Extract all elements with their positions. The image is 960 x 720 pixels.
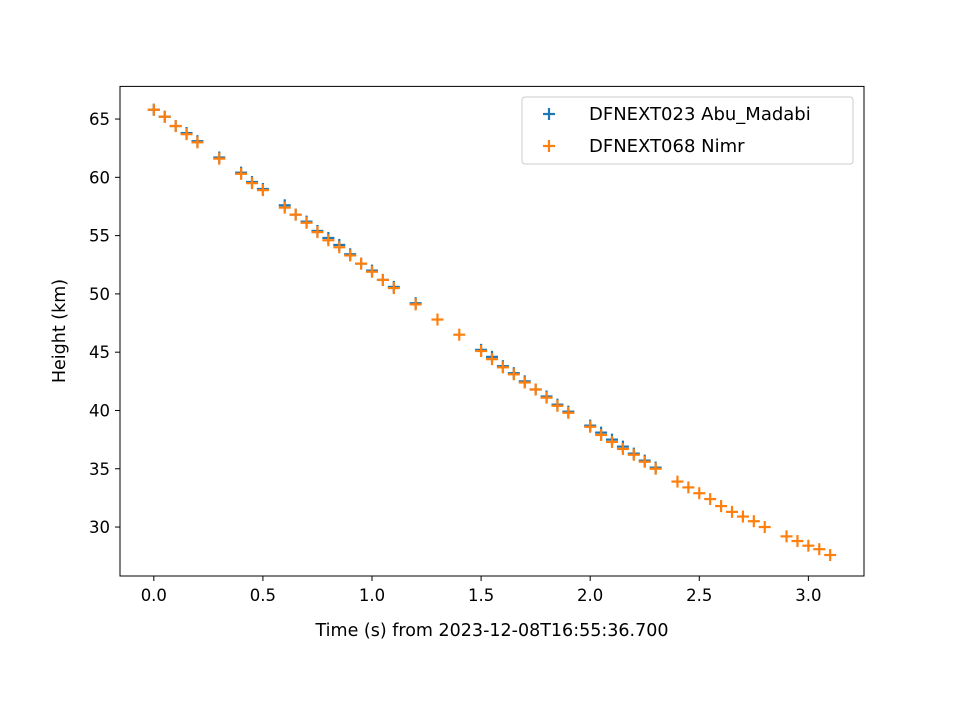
- data-point-series-2: [595, 428, 608, 441]
- y-tick-label: 55: [89, 227, 110, 246]
- data-point-series-2: [475, 345, 488, 358]
- x-tick-label: 3.0: [795, 586, 821, 605]
- data-point-series-2: [671, 475, 684, 488]
- y-tick-label: 45: [89, 343, 110, 362]
- data-point-series-2: [507, 368, 520, 381]
- legend: DFNEXT023 Abu_Madabi DFNEXT068 Nimr: [521, 96, 854, 165]
- data-point-series-2: [376, 273, 389, 286]
- data-point-series-2: [736, 510, 749, 523]
- data-point-series-2: [235, 167, 248, 180]
- legend-entries: DFNEXT023 Abu_Madabi DFNEXT068 Nimr: [543, 104, 811, 157]
- y-tick-label: 40: [89, 401, 110, 420]
- x-tick-label: 1.5: [468, 586, 494, 605]
- data-point-series-2: [300, 216, 313, 229]
- data-point-series-2: [540, 391, 553, 404]
- x-tick-label: 0.0: [141, 586, 167, 605]
- data-point-series-2: [486, 353, 498, 366]
- y-tick-label: 30: [89, 518, 110, 537]
- y-axis-label: Height (km): [50, 279, 70, 383]
- legend-marker-series-1: [543, 108, 555, 120]
- legend-label-series-2: DFNEXT068 Nimr: [589, 136, 745, 157]
- data-point-series-2: [246, 177, 258, 190]
- data-point-series-2: [704, 493, 717, 506]
- data-point-series-2: [551, 399, 564, 412]
- data-point-series-2: [169, 120, 182, 133]
- data-point-series-2: [453, 328, 466, 341]
- legend-marker-series-2: [543, 140, 555, 152]
- data-point-series-2: [529, 383, 542, 396]
- legend-label-series-1: DFNEXT023 Abu_Madabi: [589, 104, 811, 125]
- data-point-series-2: [780, 530, 793, 543]
- data-point-series-2: [213, 152, 226, 165]
- data-point-series-2: [366, 265, 378, 278]
- data-point-series-2: [158, 110, 171, 123]
- data-point-series-2: [431, 313, 444, 326]
- data-point-series-2: [616, 442, 629, 455]
- data-point-series-2: [693, 487, 706, 500]
- data-point-series-2: [289, 208, 302, 221]
- data-point-series-2: [344, 249, 357, 262]
- data-point-series-2: [606, 435, 618, 448]
- x-tick-label: 1.0: [359, 586, 385, 605]
- x-axis-ticks: 0.0 0.5 1.0 1.5 2.0 2.5 3.0: [141, 576, 821, 605]
- data-point-series-2: [518, 376, 531, 389]
- data-point-series-2: [562, 406, 575, 419]
- y-tick-label: 60: [89, 168, 110, 187]
- data-point-series-2: [496, 361, 509, 374]
- x-axis-label: Time (s) from 2023-12-08T16:55:36.700: [315, 621, 669, 641]
- data-point-series-2: [715, 500, 728, 513]
- axes-frame: [119, 85, 865, 577]
- data-point-series-2: [758, 521, 771, 534]
- data-point-series-2: [747, 515, 760, 528]
- y-tick-label: 35: [89, 460, 110, 479]
- data-point-series-2: [409, 298, 422, 311]
- data-point-series-2: [584, 420, 597, 433]
- data-point-series-2: [355, 257, 368, 270]
- data-point-series-2: [278, 201, 291, 214]
- data-point-series-2: [311, 226, 324, 239]
- x-tick-label: 0.5: [250, 586, 276, 605]
- data-point-series-2: [147, 103, 160, 116]
- data-point-series-2: [682, 481, 695, 494]
- data-point-series-2: [791, 535, 804, 548]
- data-point-series-2: [180, 128, 193, 141]
- x-tick-label: 2.5: [686, 586, 712, 605]
- data-point-series-2: [387, 282, 400, 295]
- data-point-series-2: [813, 543, 826, 556]
- legend-box: [521, 96, 854, 165]
- data-point-series-2: [649, 462, 662, 475]
- y-axis-ticks: 30 35 40 45 50 55 60 65: [89, 110, 120, 537]
- x-tick-label: 2.0: [577, 586, 603, 605]
- data-point-series-2: [322, 234, 335, 247]
- data-point-series-2: [627, 448, 640, 461]
- data-point-series-2: [638, 455, 651, 468]
- data-point-series-2: [802, 539, 815, 552]
- plot-area: [120, 86, 864, 577]
- data-point-series-2: [824, 549, 837, 562]
- data-point-series-2: [256, 184, 269, 197]
- y-tick-label: 65: [89, 110, 110, 129]
- data-point-series-2: [191, 136, 204, 149]
- data-marks: [147, 103, 837, 562]
- data-point-series-2: [726, 505, 738, 518]
- y-tick-label: 50: [89, 285, 110, 304]
- data-point-series-2: [333, 241, 346, 254]
